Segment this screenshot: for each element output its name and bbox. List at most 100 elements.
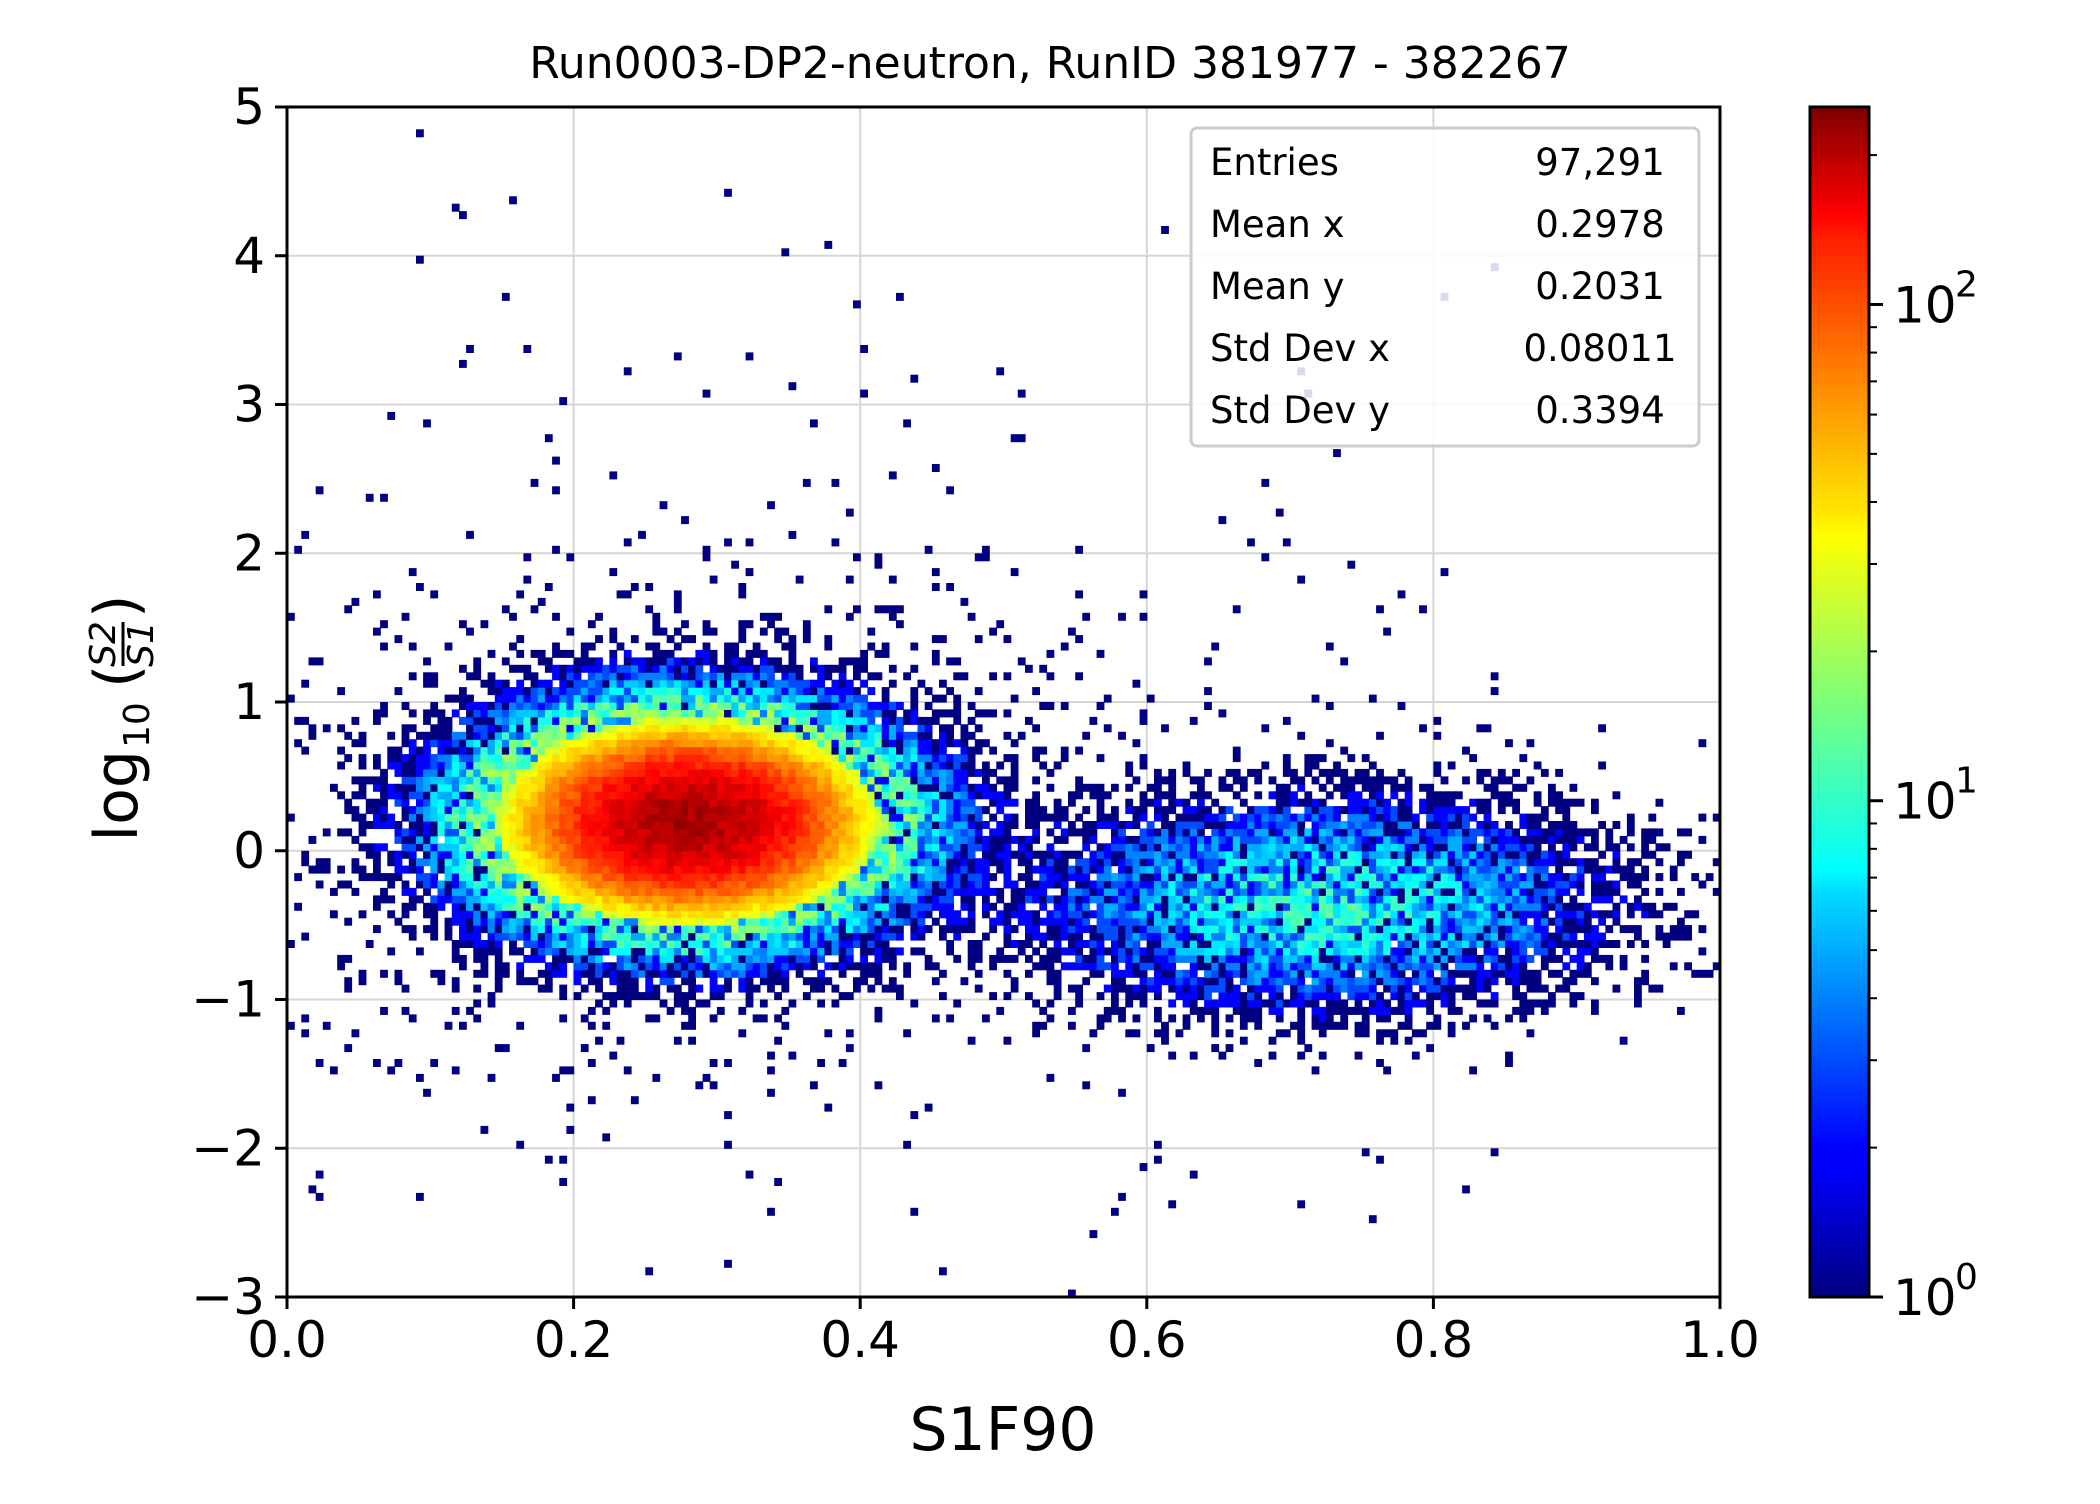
heatmap-cell: [1097, 784, 1105, 792]
heatmap-cell: [531, 866, 539, 874]
heatmap-cell: [796, 843, 804, 851]
heatmap-cell: [559, 821, 567, 829]
heatmap-cell: [523, 739, 531, 747]
heatmap-cell: [667, 650, 675, 658]
heatmap-cell: [581, 918, 589, 926]
heatmap-cell: [767, 613, 775, 621]
heatmap-cell: [846, 576, 854, 584]
heatmap-cell: [1204, 843, 1212, 851]
heatmap-cell: [853, 695, 861, 703]
heatmap-cell: [710, 702, 718, 710]
heatmap-cell: [1226, 769, 1234, 777]
heatmap-cell: [566, 739, 574, 747]
heatmap-cell: [681, 933, 689, 941]
heatmap-cell: [853, 732, 861, 740]
heatmap-cell: [1219, 992, 1227, 1000]
heatmap-cell: [996, 806, 1004, 814]
heatmap-cell: [674, 776, 682, 784]
heatmap-cell: [1219, 858, 1227, 866]
heatmap-cell: [681, 784, 689, 792]
heatmap-cell: [710, 888, 718, 896]
heatmap-cell: [1161, 724, 1169, 732]
heatmap-cell: [359, 739, 367, 747]
heatmap-cell: [1304, 910, 1312, 918]
heatmap-cell: [1125, 881, 1133, 889]
heatmap-cell: [1068, 918, 1076, 926]
heatmap-cell: [466, 806, 474, 814]
heatmap-cell: [545, 754, 553, 762]
heatmap-cell: [552, 814, 560, 822]
heatmap-cell: [760, 613, 768, 621]
heatmap-cell: [1261, 888, 1269, 896]
heatmap-cell: [445, 828, 453, 836]
heatmap-cell: [1233, 791, 1241, 799]
heatmap-cell: [617, 739, 625, 747]
heatmap-cell: [1197, 910, 1205, 918]
heatmap-cell: [832, 479, 840, 487]
heatmap-cell: [631, 821, 639, 829]
heatmap-cell: [1075, 747, 1083, 755]
heatmap-cell: [645, 672, 653, 680]
heatmap-cell: [495, 717, 503, 725]
heatmap-cell: [473, 925, 481, 933]
heatmap-cell: [1304, 895, 1312, 903]
heatmap-cell: [1097, 895, 1105, 903]
heatmap-cell: [581, 784, 589, 792]
heatmap-cell: [1297, 940, 1305, 948]
heatmap-cell: [781, 709, 789, 717]
heatmap-cell: [674, 873, 682, 881]
heatmap-cell: [531, 836, 539, 844]
heatmap-cell: [1133, 680, 1141, 688]
heatmap-cell: [574, 888, 582, 896]
heatmap-cell: [824, 762, 832, 770]
heatmap-cell: [1075, 635, 1083, 643]
heatmap-cell: [746, 903, 754, 911]
heatmap-cell: [330, 888, 338, 896]
heatmap-cell: [574, 821, 582, 829]
heatmap-cell: [445, 925, 453, 933]
heatmap-cell: [1090, 851, 1098, 859]
heatmap-cell: [975, 955, 983, 963]
heatmap-cell: [889, 776, 897, 784]
heatmap-cell: [681, 858, 689, 866]
heatmap-cell: [1297, 1029, 1305, 1037]
heatmap-cell: [1190, 873, 1198, 881]
heatmap-cell: [731, 836, 739, 844]
heatmap-cell: [688, 791, 696, 799]
heatmap-cell: [853, 605, 861, 613]
heatmap-cell: [638, 910, 646, 918]
heatmap-cell: [932, 962, 940, 970]
heatmap-cell: [1140, 985, 1148, 993]
heatmap-cell: [1176, 947, 1184, 955]
heatmap-cell: [932, 695, 940, 703]
heatmap-cell: [824, 643, 832, 651]
heatmap-cell: [495, 962, 503, 970]
heatmap-cell: [1254, 962, 1262, 970]
heatmap-cell: [1161, 806, 1169, 814]
heatmap-cell: [1247, 888, 1255, 896]
heatmap-cell: [1047, 851, 1055, 859]
heatmap-cell: [380, 970, 388, 978]
heatmap-cell: [753, 732, 761, 740]
heatmap-cell: [853, 866, 861, 874]
heatmap-cell: [1004, 918, 1012, 926]
heatmap-cell: [767, 918, 775, 926]
heatmap-cell: [523, 695, 531, 703]
heatmap-cell: [1197, 940, 1205, 948]
heatmap-cell: [681, 762, 689, 770]
heatmap-cell: [975, 814, 983, 822]
heatmap-cell: [853, 553, 861, 561]
heatmap-cell: [896, 769, 904, 777]
heatmap-cell: [466, 739, 474, 747]
heatmap-cell: [488, 1074, 496, 1082]
heatmap-cell: [724, 918, 732, 926]
heatmap-cell: [846, 947, 854, 955]
heatmap-cell: [516, 866, 524, 874]
heatmap-cell: [1219, 925, 1227, 933]
heatmap-cell: [781, 933, 789, 941]
heatmap-cell: [746, 843, 754, 851]
heatmap-cell: [968, 955, 976, 963]
heatmap-cell: [796, 665, 804, 673]
heatmap-cell: [681, 687, 689, 695]
heatmap-cell: [1075, 881, 1083, 889]
